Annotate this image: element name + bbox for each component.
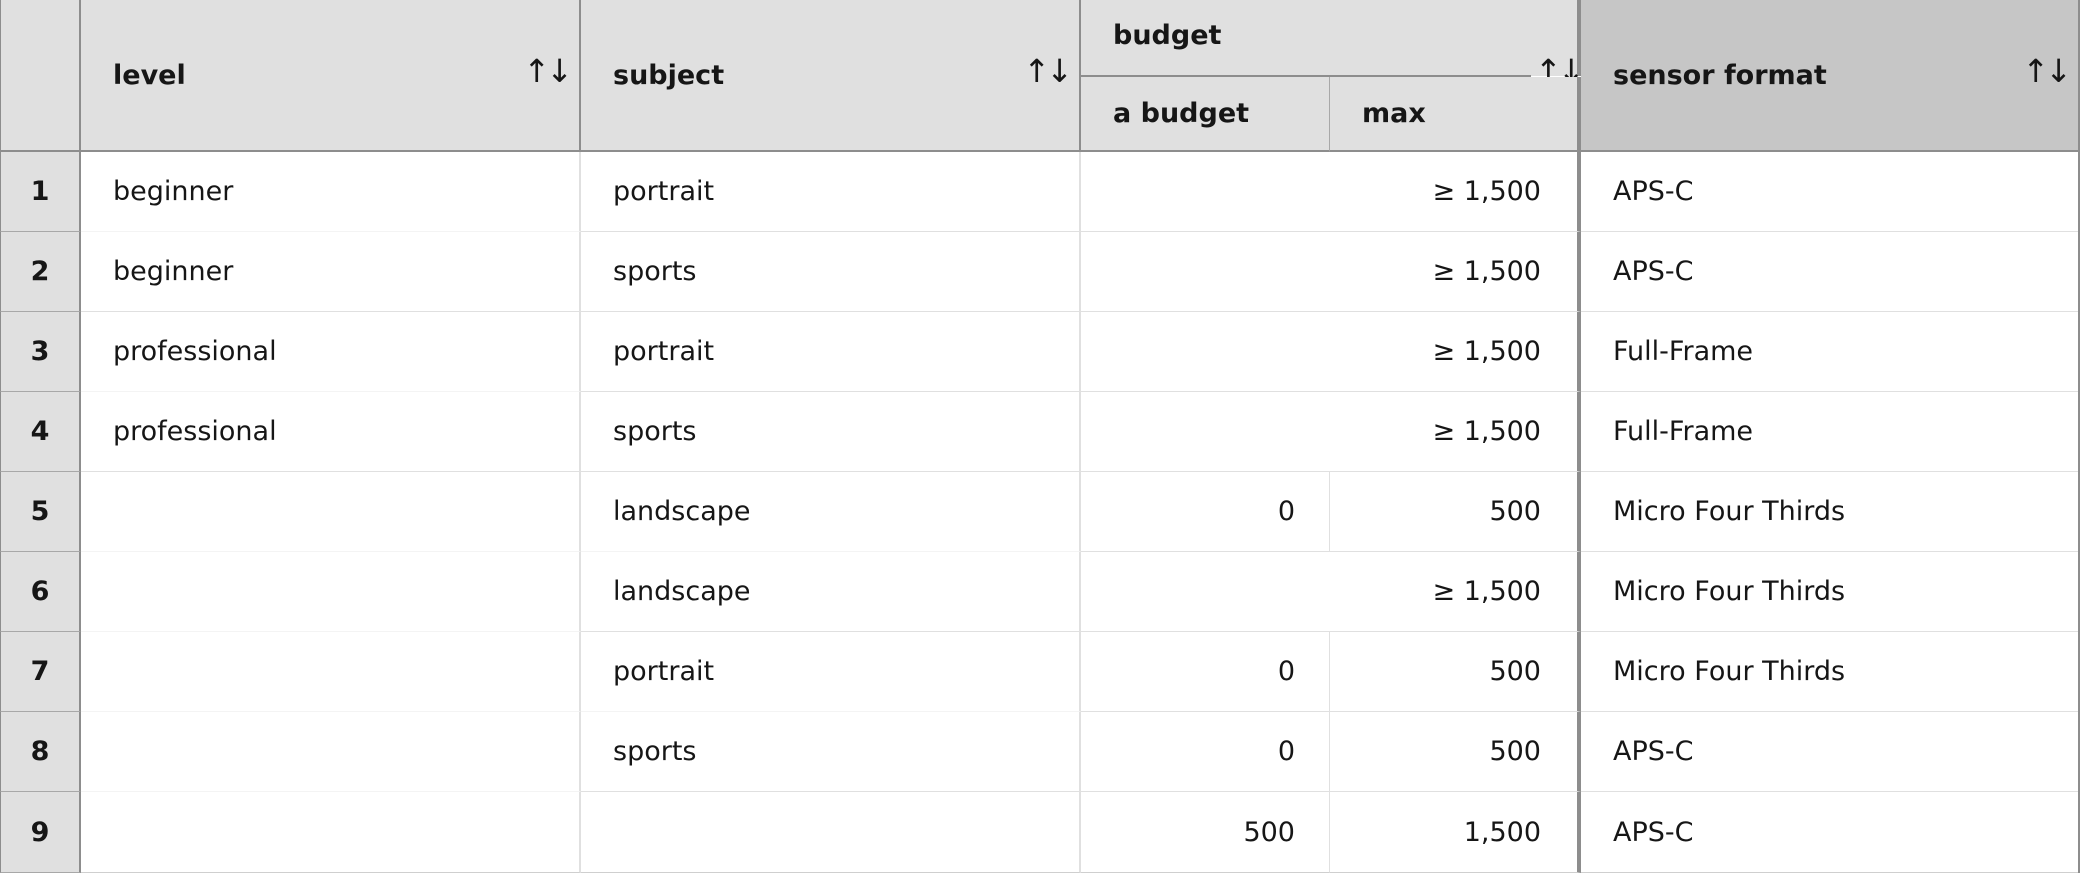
cell-level[interactable] bbox=[81, 552, 581, 632]
row-number: 2 bbox=[0, 232, 81, 312]
cell-budget-range[interactable]: ≥ 1,500 bbox=[1081, 392, 1581, 472]
header-level-label: level bbox=[113, 59, 186, 91]
cell-budget-max[interactable]: 1,500 bbox=[1330, 792, 1581, 873]
cell-budget-max[interactable]: 500 bbox=[1330, 712, 1581, 792]
row-number: 4 bbox=[0, 392, 81, 472]
cell-sensor-format[interactable]: Micro Four Thirds bbox=[1581, 472, 2080, 552]
table-right-border bbox=[2078, 0, 2080, 873]
row-number: 8 bbox=[0, 712, 81, 792]
cell-sensor-format[interactable]: APS-C bbox=[1581, 152, 2080, 232]
cell-subject[interactable]: sports bbox=[581, 712, 1081, 792]
cell-budget-max[interactable]: 500 bbox=[1330, 472, 1581, 552]
corner-cell bbox=[0, 0, 81, 152]
header-sensor-format-label: sensor format bbox=[1613, 59, 1827, 91]
cell-subject[interactable]: landscape bbox=[581, 552, 1081, 632]
cell-level[interactable] bbox=[81, 632, 581, 712]
row-number: 5 bbox=[0, 472, 81, 552]
header-level[interactable]: level ↑↓ bbox=[81, 0, 581, 152]
cell-subject[interactable]: portrait bbox=[581, 312, 1081, 392]
sort-icon[interactable]: ↑↓ bbox=[2022, 52, 2072, 90]
cell-sensor-format[interactable]: Micro Four Thirds bbox=[1581, 552, 2080, 632]
cell-level[interactable]: professional bbox=[81, 392, 581, 472]
cell-sensor-format[interactable]: Full-Frame bbox=[1581, 392, 2080, 472]
header-max[interactable]: max bbox=[1330, 77, 1581, 152]
sort-icon[interactable]: ↑↓ bbox=[523, 52, 573, 90]
header-budget[interactable]: budget bbox=[1081, 0, 1581, 76]
cell-budget-range[interactable]: ≥ 1,500 bbox=[1081, 152, 1581, 232]
cell-budget-range[interactable]: ≥ 1,500 bbox=[1081, 232, 1581, 312]
cell-subject[interactable]: portrait bbox=[581, 632, 1081, 712]
cell-level[interactable] bbox=[81, 472, 581, 552]
header-subject-label: subject bbox=[613, 59, 725, 91]
cell-budget-max[interactable]: 500 bbox=[1330, 632, 1581, 712]
header-subject[interactable]: subject ↑↓ bbox=[581, 0, 1081, 152]
header-a-budget-label: a budget bbox=[1113, 98, 1250, 129]
cell-budget-range[interactable]: ≥ 1,500 bbox=[1081, 552, 1581, 632]
cell-budget-min[interactable]: 0 bbox=[1081, 472, 1330, 552]
cell-subject[interactable]: landscape bbox=[581, 472, 1081, 552]
cell-budget-min[interactable]: 0 bbox=[1081, 632, 1330, 712]
header-a-budget[interactable]: a budget bbox=[1081, 77, 1330, 152]
row-number: 7 bbox=[0, 632, 81, 712]
cell-sensor-format[interactable]: APS-C bbox=[1581, 232, 2080, 312]
cell-budget-min[interactable]: 500 bbox=[1081, 792, 1330, 873]
cell-sensor-format[interactable]: APS-C bbox=[1581, 792, 2080, 873]
cell-budget-min[interactable]: 0 bbox=[1081, 712, 1330, 792]
cell-subject[interactable]: sports bbox=[581, 392, 1081, 472]
cell-level[interactable]: beginner bbox=[81, 152, 581, 232]
cell-level[interactable] bbox=[81, 712, 581, 792]
cell-level[interactable] bbox=[81, 792, 581, 873]
row-number: 1 bbox=[0, 152, 81, 232]
row-number: 9 bbox=[0, 792, 81, 873]
sort-icon[interactable]: ↑↓ bbox=[1023, 52, 1073, 90]
header-budget-label: budget bbox=[1113, 20, 1222, 51]
header-budget-divider bbox=[1081, 75, 1531, 77]
cell-level[interactable]: beginner bbox=[81, 232, 581, 312]
row-number: 6 bbox=[0, 552, 81, 632]
header-sensor-format[interactable]: sensor format ↑↓ bbox=[1581, 0, 2080, 152]
cell-level[interactable]: professional bbox=[81, 312, 581, 392]
row-number: 3 bbox=[0, 312, 81, 392]
cell-subject[interactable] bbox=[581, 792, 1081, 873]
cell-sensor-format[interactable]: APS-C bbox=[1581, 712, 2080, 792]
cell-sensor-format[interactable]: Micro Four Thirds bbox=[1581, 632, 2080, 712]
cell-subject[interactable]: sports bbox=[581, 232, 1081, 312]
cell-sensor-format[interactable]: Full-Frame bbox=[1581, 312, 2080, 392]
header-max-label: max bbox=[1362, 98, 1426, 129]
cell-subject[interactable]: portrait bbox=[581, 152, 1081, 232]
cell-budget-range[interactable]: ≥ 1,500 bbox=[1081, 312, 1581, 392]
